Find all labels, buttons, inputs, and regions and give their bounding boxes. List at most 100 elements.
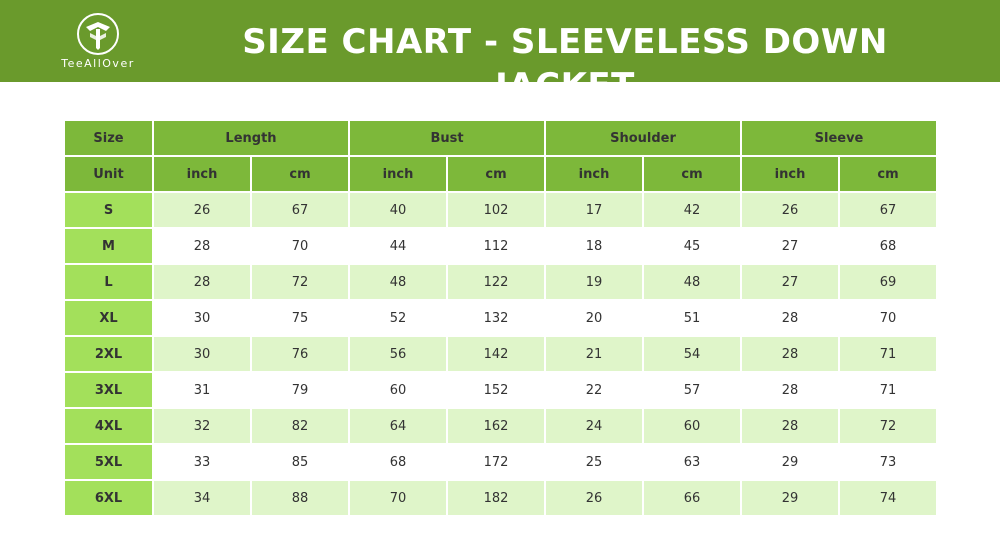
table-row: S 26 67 40 102 17 42 26 67 xyxy=(63,191,938,229)
measurement-cell: 19 xyxy=(544,263,644,301)
measurement-cell: 44 xyxy=(348,227,448,265)
measurement-cell: 60 xyxy=(642,407,742,445)
measurement-cell: 182 xyxy=(446,479,546,517)
unit-label: cm xyxy=(250,155,350,193)
group-header-length: Length xyxy=(152,119,350,157)
table-row: XL 30 75 52 132 20 51 28 70 xyxy=(63,299,938,337)
measurement-cell: 102 xyxy=(446,191,546,229)
measurement-cell: 51 xyxy=(642,299,742,337)
size-label-cell: 5XL xyxy=(63,443,154,481)
size-label-cell: 3XL xyxy=(63,371,154,409)
table-row: 6XL 34 88 70 182 26 66 29 74 xyxy=(63,479,938,517)
measurement-cell: 32 xyxy=(152,407,252,445)
measurement-cell: 34 xyxy=(152,479,252,517)
measurement-cell: 22 xyxy=(544,371,644,409)
brand-logo: TeeAllOver xyxy=(52,12,144,74)
table-row: 3XL 31 79 60 152 22 57 28 71 xyxy=(63,371,938,409)
group-header-row: Size Length Bust Shoulder Sleeve xyxy=(63,119,938,157)
measurement-cell: 132 xyxy=(446,299,546,337)
measurement-cell: 29 xyxy=(740,443,840,481)
unit-label: inch xyxy=(348,155,448,193)
measurement-cell: 82 xyxy=(250,407,350,445)
measurement-cell: 27 xyxy=(740,227,840,265)
measurement-cell: 69 xyxy=(838,263,938,301)
measurement-cell: 112 xyxy=(446,227,546,265)
measurement-cell: 68 xyxy=(348,443,448,481)
measurement-cell: 18 xyxy=(544,227,644,265)
measurement-cell: 48 xyxy=(348,263,448,301)
table-row: L 28 72 48 122 19 48 27 69 xyxy=(63,263,938,301)
measurement-cell: 67 xyxy=(838,191,938,229)
measurement-cell: 70 xyxy=(250,227,350,265)
measurement-cell: 24 xyxy=(544,407,644,445)
measurement-cell: 57 xyxy=(642,371,742,409)
measurement-cell: 28 xyxy=(740,407,840,445)
unit-label: cm xyxy=(838,155,938,193)
measurement-cell: 31 xyxy=(152,371,252,409)
measurement-cell: 54 xyxy=(642,335,742,373)
measurement-cell: 152 xyxy=(446,371,546,409)
size-header: Size xyxy=(63,119,154,157)
size-label-cell: M xyxy=(63,227,154,265)
size-label-cell: 4XL xyxy=(63,407,154,445)
table-row: 4XL 32 82 64 162 24 60 28 72 xyxy=(63,407,938,445)
measurement-cell: 48 xyxy=(642,263,742,301)
measurement-cell: 122 xyxy=(446,263,546,301)
measurement-cell: 70 xyxy=(838,299,938,337)
measurement-cell: 142 xyxy=(446,335,546,373)
measurement-cell: 45 xyxy=(642,227,742,265)
measurement-cell: 29 xyxy=(740,479,840,517)
measurement-cell: 75 xyxy=(250,299,350,337)
measurement-cell: 76 xyxy=(250,335,350,373)
measurement-cell: 28 xyxy=(740,299,840,337)
unit-label: inch xyxy=(544,155,644,193)
measurement-cell: 30 xyxy=(152,299,252,337)
tree-letter-t-icon xyxy=(77,13,119,55)
page-title: SIZE CHART - SLEEVELESS DOWN JACKET xyxy=(242,22,888,106)
size-chart-table: Size Length Bust Shoulder Sleeve Unit in… xyxy=(63,119,938,517)
header-banner: TeeAllOver SIZE CHART - SLEEVELESS DOWN … xyxy=(0,0,1000,106)
measurement-cell: 67 xyxy=(250,191,350,229)
measurement-cell: 72 xyxy=(838,407,938,445)
measurement-cell: 30 xyxy=(152,335,252,373)
measurement-cell: 63 xyxy=(642,443,742,481)
unit-label: cm xyxy=(446,155,546,193)
size-label-cell: XL xyxy=(63,299,154,337)
brand-name: TeeAllOver xyxy=(61,57,135,70)
table-row: M 28 70 44 112 18 45 27 68 xyxy=(63,227,938,265)
unit-header: Unit xyxy=(63,155,154,193)
unit-label: inch xyxy=(152,155,252,193)
measurement-cell: 64 xyxy=(348,407,448,445)
group-header-shoulder: Shoulder xyxy=(544,119,742,157)
measurement-cell: 27 xyxy=(740,263,840,301)
group-header-sleeve: Sleeve xyxy=(740,119,938,157)
measurement-cell: 71 xyxy=(838,371,938,409)
unit-label: inch xyxy=(740,155,840,193)
measurement-cell: 28 xyxy=(152,227,252,265)
measurement-cell: 68 xyxy=(838,227,938,265)
measurement-cell: 28 xyxy=(152,263,252,301)
measurement-cell: 26 xyxy=(544,479,644,517)
measurement-cell: 172 xyxy=(446,443,546,481)
size-label-cell: 2XL xyxy=(63,335,154,373)
measurement-cell: 28 xyxy=(740,371,840,409)
measurement-cell: 28 xyxy=(740,335,840,373)
size-label-cell: 6XL xyxy=(63,479,154,517)
size-label-cell: S xyxy=(63,191,154,229)
measurement-cell: 162 xyxy=(446,407,546,445)
measurement-cell: 56 xyxy=(348,335,448,373)
unit-header-row: Unit inch cm inch cm inch cm inch cm xyxy=(63,155,938,193)
measurement-cell: 25 xyxy=(544,443,644,481)
measurement-cell: 17 xyxy=(544,191,644,229)
measurement-cell: 66 xyxy=(642,479,742,517)
measurement-cell: 74 xyxy=(838,479,938,517)
measurement-cell: 73 xyxy=(838,443,938,481)
measurement-cell: 72 xyxy=(250,263,350,301)
measurement-cell: 60 xyxy=(348,371,448,409)
unit-label: cm xyxy=(642,155,742,193)
table-row: 2XL 30 76 56 142 21 54 28 71 xyxy=(63,335,938,373)
measurement-cell: 26 xyxy=(152,191,252,229)
measurement-cell: 70 xyxy=(348,479,448,517)
measurement-cell: 40 xyxy=(348,191,448,229)
table-row: 5XL 33 85 68 172 25 63 29 73 xyxy=(63,443,938,481)
